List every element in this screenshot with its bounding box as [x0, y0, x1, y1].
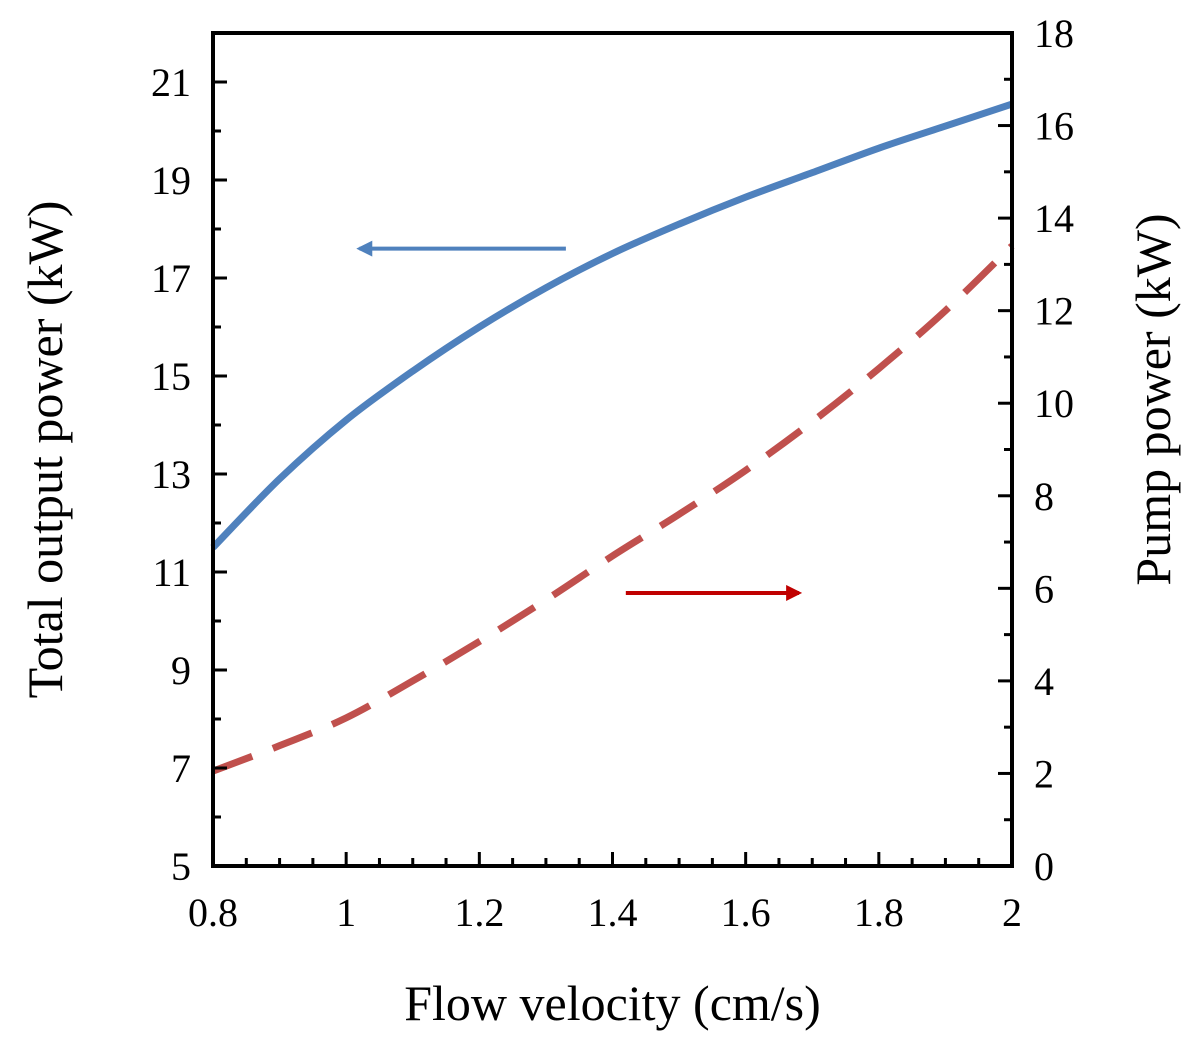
y-left-tick-label: 17: [151, 256, 191, 301]
pump-power-line: [211, 243, 1015, 775]
x-tick-label: 0.8: [188, 890, 238, 935]
y-left-tick-label: 11: [152, 550, 191, 595]
axis-ticks: [211, 31, 1014, 868]
y-left-tick-label: 15: [151, 354, 191, 399]
x-tick-label: 2: [1002, 890, 1022, 935]
y-left-tick-label: 5: [171, 844, 191, 889]
x-tick-label: 1.8: [854, 890, 904, 935]
y-left-tick-label: 7: [171, 746, 191, 791]
y-axis-left-title: Total output power (kW): [17, 201, 73, 699]
x-tick-label: 1.4: [588, 890, 638, 935]
y-right-tick-label: 8: [1034, 474, 1054, 519]
annotations: [356, 240, 803, 601]
y-left-tick-label: 21: [151, 60, 191, 105]
x-tick-label: 1.6: [721, 890, 771, 935]
axis-tick-labels: 0.8 1 1.2 1.4 1.6 1.8 257911131517192102468101…: [151, 11, 1074, 935]
plot-lines: [210, 100, 1015, 775]
y-right-tick-label: 4: [1034, 659, 1054, 704]
y-right-tick-label: 12: [1034, 289, 1074, 334]
y-right-tick-label: 18: [1034, 11, 1074, 56]
x-tick-label: 1: [336, 890, 356, 935]
y-right-tick-label: 6: [1034, 566, 1054, 611]
y-right-tick-label: 10: [1034, 381, 1074, 426]
y-left-tick-label: 9: [171, 648, 191, 693]
x-axis-title: Flow velocity (cm/s): [404, 975, 821, 1031]
y-right-tick-label: 16: [1034, 104, 1074, 149]
y-left-tick-label: 19: [151, 158, 191, 203]
y-axis-right-title: Pump power (kW): [1125, 213, 1181, 585]
x-tick-label: 1.2: [454, 890, 504, 935]
y-right-tick-label: 0: [1034, 844, 1054, 889]
y-right-tick-label: 2: [1034, 751, 1054, 796]
plot-area-frame: [211, 31, 1014, 868]
y-right-tick-label: 14: [1034, 196, 1074, 241]
output-power-line: [210, 100, 1014, 550]
y-left-tick-label: 13: [151, 452, 191, 497]
